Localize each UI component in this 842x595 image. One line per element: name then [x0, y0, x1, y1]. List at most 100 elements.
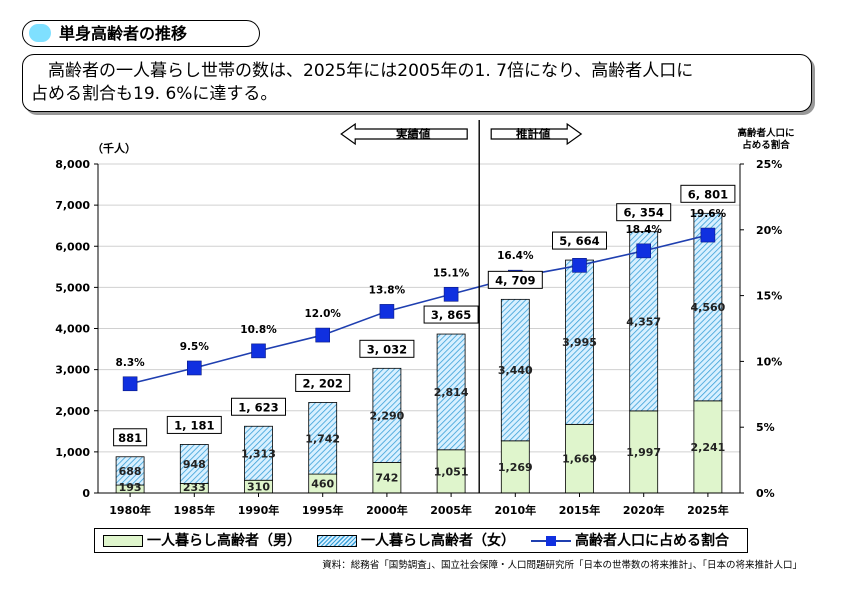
total-box [231, 397, 286, 416]
total-box [552, 231, 607, 250]
ratio-marker [187, 360, 202, 376]
bar-female [115, 456, 145, 486]
ratio-marker [572, 258, 587, 273]
annotations: 実績値 推計値 [340, 120, 583, 493]
gridlines [98, 163, 740, 453]
ratio-label: 13.8% [369, 284, 406, 296]
y-axis-label: （千人） [92, 141, 136, 155]
y2-tick-label: 0% [756, 487, 775, 500]
total-label: 881 [118, 431, 142, 445]
total-box [113, 428, 148, 447]
ratio-label: 18.4% [625, 224, 662, 236]
male-value-label: 1,269 [498, 461, 533, 474]
ratio-label: 12.0% [304, 308, 341, 320]
legend: 一人暮らし高齢者（男） 一人暮らし高齢者（女） 高齢者人口に占める割合 [94, 528, 748, 553]
legend-swatch-ratio-icon [531, 535, 571, 547]
total-label: 3, 032 [367, 342, 407, 356]
actual-label: 実績値 [396, 127, 431, 141]
total-box [616, 203, 672, 222]
ratio-marker [443, 286, 459, 302]
legend-swatch-female [317, 535, 357, 547]
y2-tick-label: 15% [756, 290, 782, 303]
bar-female [693, 212, 723, 402]
summary-line-1: 高齢者の一人暮らし世帯の数は、2025年には2005年の1. 7倍になり、高齢者… [31, 61, 694, 81]
female-value-label: 2,290 [370, 409, 405, 422]
female-value-label: 3,440 [498, 364, 533, 377]
x-tick-label: 1990年 [238, 503, 280, 517]
ratio-label: 10.8% [240, 324, 277, 336]
bar-female [244, 425, 273, 481]
summary-text: 高齢者の一人暮らし世帯の数は、2025年には2005年の1. 7倍になり、高齢者… [31, 60, 801, 106]
total-box [487, 270, 543, 289]
bar-female [308, 402, 338, 475]
x-tick-label: 1985年 [173, 503, 215, 517]
ratio-line-path [129, 234, 709, 385]
title-bullet-icon [29, 24, 51, 42]
y-tick-label: 0 [82, 487, 90, 500]
ratio-label: 8.3% [116, 357, 146, 369]
total-box [359, 339, 415, 358]
y-tick-label: 1,000 [55, 446, 90, 459]
legend-label-ratio: 高齢者人口に占める割合 [575, 533, 729, 549]
bar-female [500, 298, 530, 442]
ratio-marker [379, 304, 395, 319]
male-value-label: 2,241 [691, 441, 726, 454]
x-tick-label: 2000年 [366, 503, 408, 517]
total-label: 6, 354 [624, 206, 664, 220]
legend-label-male: 一人暮らし高齢者（男） [147, 533, 301, 549]
bar-female [372, 367, 402, 463]
female-value-label: 1,313 [241, 447, 276, 460]
bar-female [629, 231, 659, 412]
summary-line-2: 占める割合も19. 6%に達する。 [31, 84, 278, 104]
ratio-marker [700, 227, 716, 243]
total-box [166, 415, 222, 434]
data-labels: 193 688 881 233 948 1, 181 310 1,313 1, 623 460 1,… [113, 184, 736, 494]
stacked-bar-line-chart: 0 1,000 2,000 3,000 4,000 5,000 6,000 7,000 8,00… [55, 120, 795, 517]
total-label: 3, 865 [431, 308, 471, 322]
female-value-label: 688 [119, 465, 142, 478]
legend-swatch-male [103, 535, 143, 547]
bar-female [436, 333, 466, 451]
total-label: 2, 202 [303, 376, 343, 390]
y-tick-label: 4,000 [55, 323, 90, 336]
total-label: 4, 709 [495, 273, 535, 287]
ratio-label: 16.4% [497, 250, 534, 262]
y-tick-label: 2,000 [55, 405, 90, 418]
y-tick-label: 8,000 [55, 158, 90, 171]
bar-male [436, 449, 466, 494]
ratio-label: 15.1% [433, 267, 470, 279]
male-value-label: 233 [183, 481, 206, 494]
y2-tick-label: 20% [756, 224, 782, 237]
ratio-label: 9.5% [180, 341, 210, 353]
axes: 0 1,000 2,000 3,000 4,000 5,000 6,000 7,000 8,00… [55, 127, 794, 517]
ratio-label: 19.6% [690, 208, 727, 220]
total-label: 6, 801 [688, 187, 728, 201]
x-tick-label: 2015年 [559, 503, 601, 517]
female-value-label: 3,995 [562, 336, 597, 349]
source-note: 資料：総務省「国勢調査」、国立社会保障・人口問題研究所「日本の世帯数の将来推計」… [322, 560, 802, 571]
male-value-label: 1,669 [562, 453, 597, 466]
page-title: 単身高齢者の推移 [59, 24, 188, 43]
total-box [680, 184, 736, 203]
female-value-label: 4,560 [691, 301, 726, 314]
ratio-marker [636, 243, 652, 259]
ratio-marker [315, 327, 331, 343]
total-label: 1, 181 [174, 418, 214, 432]
x-tick-label: 2010年 [494, 503, 536, 517]
legend-item-female: 一人暮らし高齢者（女） [317, 531, 515, 551]
y-tick-label: 5,000 [55, 281, 90, 294]
x-tick-label: 2020年 [623, 503, 665, 517]
female-value-label: 4,357 [626, 315, 661, 328]
y2-axis-label-line1: 高齢者人口に [737, 127, 794, 139]
legend-item-male: 一人暮らし高齢者（男） [103, 531, 301, 551]
male-value-label: 193 [119, 481, 142, 494]
title-banner: 単身高齢者の推移 [22, 20, 260, 47]
projected-arrow-icon [490, 122, 583, 146]
male-value-label: 1,997 [626, 446, 661, 459]
summary-box: 高齢者の一人暮らし世帯の数は、2025年には2005年の1. 7倍になり、高齢者… [22, 54, 812, 112]
actual-arrow-icon [340, 122, 468, 146]
legend-label-female: 一人暮らし高齢者（女） [361, 533, 515, 549]
x-tick-label: 2025年 [687, 503, 729, 517]
male-value-label: 742 [375, 472, 398, 485]
legend-item-ratio: 高齢者人口に占める割合 [531, 531, 729, 551]
